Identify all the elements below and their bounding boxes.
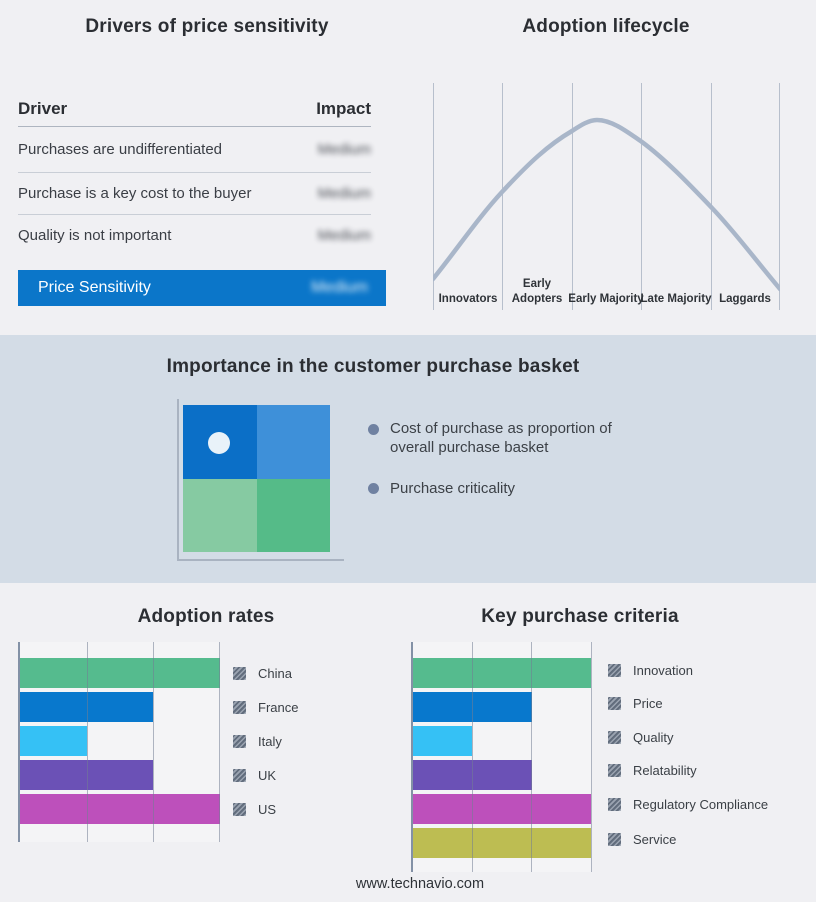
quadrant-cell-top-right xyxy=(256,405,330,479)
legend-item-service: Service xyxy=(608,831,676,847)
legend-label: US xyxy=(258,801,277,817)
stage-label-early-majority: Early Majority xyxy=(568,292,644,305)
basket-bullet-1: Cost of purchase as proportion of overal… xyxy=(390,420,612,456)
gridline xyxy=(433,83,434,310)
impact-cell-blurred: Medium xyxy=(317,226,371,244)
position-marker-dot xyxy=(208,432,230,454)
hatched-swatch-icon xyxy=(608,763,621,777)
drivers-section-title: Drivers of price sensitivity xyxy=(85,16,329,37)
basket-section-title: Importance in the customer purchase bask… xyxy=(166,356,580,377)
driver-column-header: Driver xyxy=(18,99,68,118)
legend-item-regulatory-compliance: Regulatory Compliance xyxy=(608,796,768,812)
table-row: Purchase is a key cost to the buyer Medi… xyxy=(18,173,371,215)
hatched-swatch-icon xyxy=(608,797,621,811)
driver-cell: Quality is not important xyxy=(18,226,172,244)
legend-label: Service xyxy=(633,831,677,847)
legend-item-us: US xyxy=(233,801,276,817)
quadrant-x-axis xyxy=(177,559,344,561)
basket-bullet-2: Purchase criticality xyxy=(390,480,516,497)
quadrant-cell-bottom-right xyxy=(256,478,330,552)
gridline xyxy=(710,83,712,310)
bar-innovation xyxy=(413,658,592,688)
stage-label-late-majority: Late Majority xyxy=(640,292,712,305)
gridline xyxy=(152,642,154,842)
hatched-swatch-icon xyxy=(608,696,621,710)
hatched-swatch-icon xyxy=(233,734,246,748)
driver-cell: Purchase is a key cost to the buyer xyxy=(18,185,252,202)
key-purchase-criteria-title: Key purchase criteria xyxy=(481,606,679,627)
hatched-swatch-icon xyxy=(233,666,246,680)
legend-label: Regulatory Compliance xyxy=(633,796,769,812)
legend-item-innovation: Innovation xyxy=(608,662,693,678)
hatched-swatch-icon xyxy=(608,730,621,744)
legend-label: Relatability xyxy=(633,762,697,778)
bar-italy xyxy=(20,726,87,756)
lifecycle-section-title: Adoption lifecycle xyxy=(522,16,690,37)
gridline xyxy=(219,642,220,842)
legend-item-price: Price xyxy=(608,695,663,711)
gridline xyxy=(531,642,533,872)
price-sensitivity-impact-blurred: Medium xyxy=(311,279,368,296)
bar-regulatory-compliance xyxy=(413,794,592,824)
price-sensitivity-summary-bar: Price Sensitivity Medium xyxy=(18,270,386,306)
purchase-basket-section xyxy=(0,335,816,583)
purchase-basket-quadrant xyxy=(183,405,330,552)
stage-label-innovators: Innovators xyxy=(438,292,498,305)
legend-label: UK xyxy=(258,767,277,783)
drivers-table-header: Driver Impact xyxy=(18,92,371,127)
key-purchase-criteria-chart xyxy=(411,642,592,872)
legend-item-relatability: Relatability xyxy=(608,762,697,778)
bar-france xyxy=(20,692,153,722)
adoption-rates-chart xyxy=(18,642,220,842)
quadrant-cell-bottom-left xyxy=(183,478,257,552)
gridline xyxy=(779,83,780,310)
hatched-swatch-icon xyxy=(233,700,246,714)
legend-label: France xyxy=(258,699,299,715)
gridline xyxy=(86,642,88,842)
hatched-swatch-icon xyxy=(233,802,246,816)
y-axis-line xyxy=(411,642,413,872)
hatched-swatch-icon xyxy=(233,768,246,782)
table-row: Purchases are undifferentiated Medium xyxy=(18,127,371,173)
gridline xyxy=(641,83,643,310)
impact-cell-blurred: Medium xyxy=(317,141,371,158)
bar-china xyxy=(20,658,220,688)
bell-curve-line xyxy=(433,117,780,292)
legend-label: China xyxy=(258,665,292,681)
bullet-icon xyxy=(368,483,379,494)
price-sensitivity-label: Price Sensitivity xyxy=(38,279,151,296)
bar-quality xyxy=(413,726,473,756)
legend-label: Quality xyxy=(633,729,674,745)
driver-cell: Purchases are undifferentiated xyxy=(18,141,223,158)
gridline xyxy=(590,642,592,872)
adoption-rates-title: Adoption rates xyxy=(137,606,275,627)
legend-item-uk: UK xyxy=(233,767,276,783)
hatched-swatch-icon xyxy=(608,832,621,846)
legend-item-quality: Quality xyxy=(608,729,673,745)
table-row: Quality is not important Medium xyxy=(18,215,371,255)
legend-label: Price xyxy=(633,695,663,711)
drivers-table: Driver Impact Purchases are undifferenti… xyxy=(18,92,371,255)
legend-item-france: France xyxy=(233,699,298,715)
bar-us xyxy=(20,794,220,824)
gridline xyxy=(502,83,504,310)
gridline xyxy=(471,642,473,872)
hatched-swatch-icon xyxy=(608,663,621,677)
stage-label-early-adopters: Early Adopters xyxy=(511,278,563,305)
legend-label: Innovation xyxy=(633,662,693,678)
bullet-icon xyxy=(368,424,379,435)
impact-cell-blurred: Medium xyxy=(317,185,371,202)
legend-item-italy: Italy xyxy=(233,733,282,749)
quadrant-y-axis xyxy=(177,399,179,560)
impact-column-header: Impact xyxy=(316,99,371,118)
gridline xyxy=(571,83,573,310)
legend-item-china: China xyxy=(233,665,292,681)
y-axis-line xyxy=(18,642,20,842)
legend-label: Italy xyxy=(258,733,282,749)
adoption-lifecycle-chart: Innovators Early Adopters Early Majority… xyxy=(433,83,780,310)
stage-label-laggards: Laggards xyxy=(719,292,771,305)
technavio-link[interactable]: www.technavio.com xyxy=(355,876,485,892)
bar-service xyxy=(413,828,592,858)
bar-uk xyxy=(20,760,153,790)
